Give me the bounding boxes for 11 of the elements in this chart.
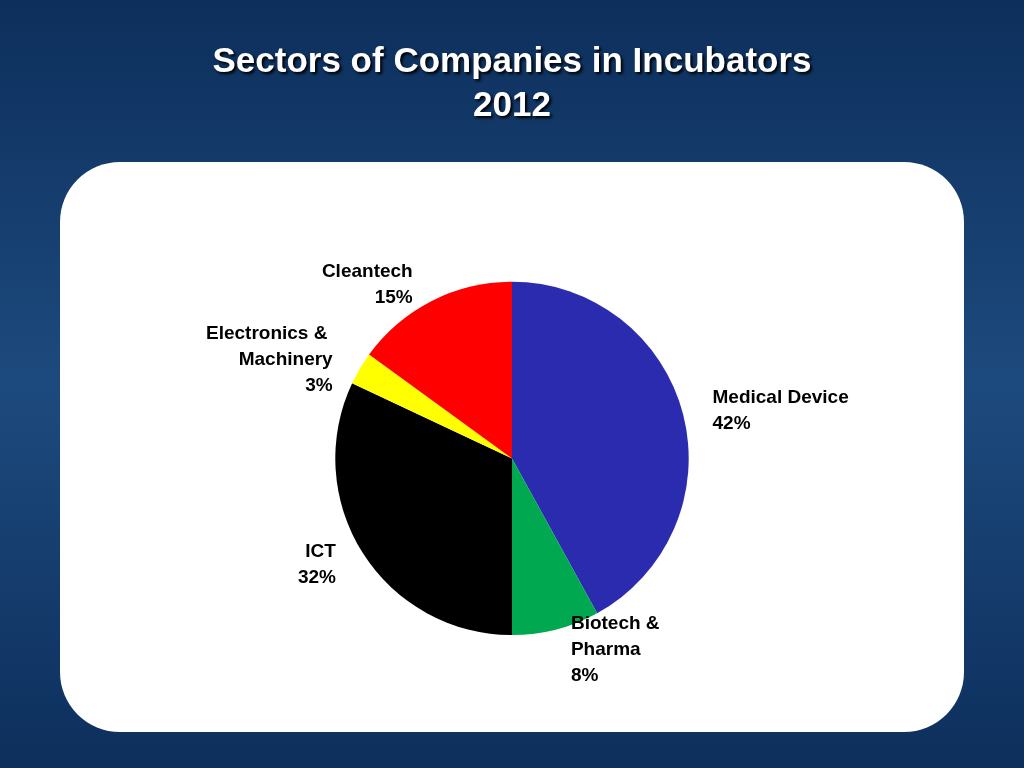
slice-label: Cleantech — [321, 259, 413, 281]
slice-label: Electronics & Machinery — [205, 321, 334, 369]
slice-label: Medical Device — [712, 385, 849, 407]
chart-title: Sectors of Companies in Incubators 2012 — [211, 39, 813, 125]
data-label: 8% — [570, 664, 599, 686]
slice-label: Biotech & Pharma — [570, 612, 665, 660]
data-label: 3% — [305, 373, 333, 395]
data-label: 32% — [297, 566, 337, 588]
slice-label: ICT — [305, 540, 337, 562]
data-label: 15% — [374, 285, 413, 307]
data-label: 42% — [712, 411, 751, 433]
